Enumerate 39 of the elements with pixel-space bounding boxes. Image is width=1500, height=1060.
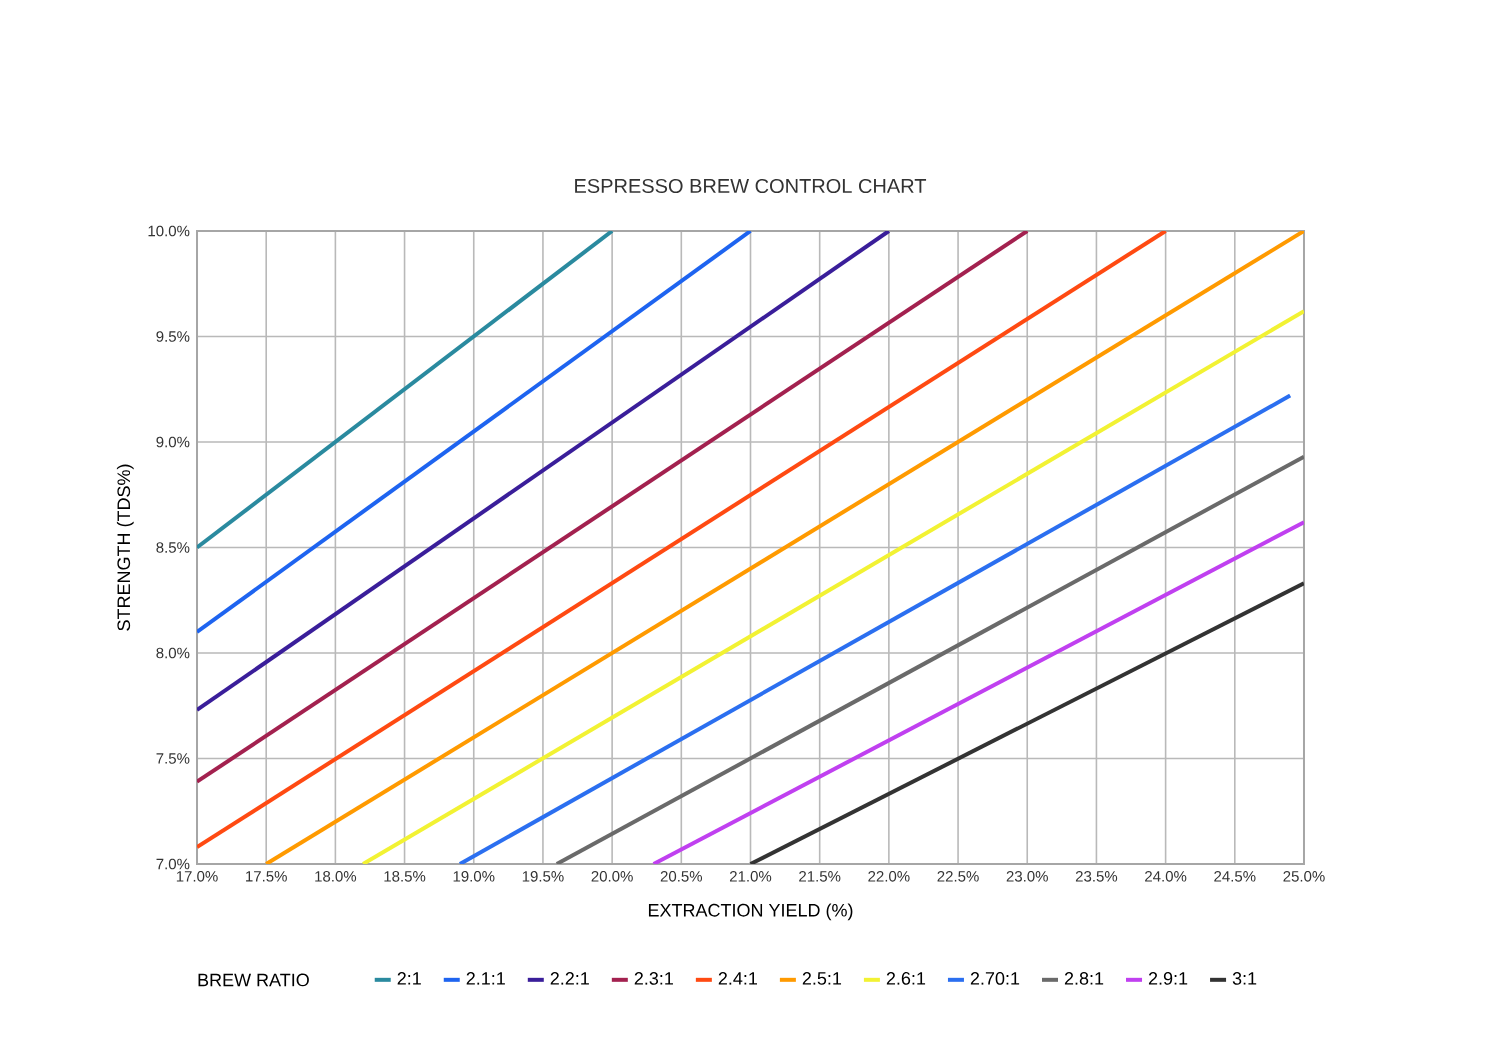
legend-label: 2.1:1 [466,972,505,985]
y-tick-label: 10.0% [148,225,190,237]
legend-label: 2.8:1 [1064,972,1104,985]
x-tick-label: 23.0% [1006,871,1048,882]
x-tick-label: 18.0% [315,871,357,882]
legend-label: 2:1 [397,972,421,985]
y-tick-label: 9.0% [156,436,190,448]
legend-label: 2.6:1 [886,972,926,985]
x-tick-label: 21.0% [729,871,772,882]
x-tick-label: 18.5% [384,871,426,882]
legend-label: 2.2:1 [550,972,589,985]
x-tick-label: 20.5% [660,871,703,882]
x-tick-label: 25.0% [1283,871,1325,882]
x-tick-label: 23.5% [1075,871,1118,882]
legend-label: 2.9:1 [1148,972,1188,985]
x-tick-label: 22.0% [868,871,910,882]
x-tick-label: 17.0% [176,871,218,882]
legend-title: BREW RATIO [198,973,309,987]
x-axis-title: EXTRACTION YIELD (%) [648,903,853,921]
x-tick-label: 21.5% [799,871,841,882]
chart-title: ESPRESSO BREW CONTROL CHART [575,178,927,194]
y-tick-label: 8.0% [156,647,190,659]
legend-label: 2.5:1 [802,972,842,985]
legend-label: 2.4:1 [718,972,757,985]
x-tick-label: 19.0% [453,871,495,882]
y-tick-label: 7.5% [156,753,190,764]
x-tick-label: 17.5% [246,871,287,882]
legend-label: 2.3:1 [634,972,673,985]
y-tick-label: 8.5% [156,542,190,553]
y-axis-title: STRENGTH (TDS%) [116,464,134,631]
legend-label: 2.70:1 [970,972,1020,985]
x-tick-label: 19.5% [522,871,564,882]
x-tick-label: 22.5% [937,871,979,882]
x-tick-label: 20.0% [591,871,633,882]
y-tick-label: 9.5% [156,331,190,342]
x-tick-label: 24.5% [1214,871,1256,882]
x-tick-label: 24.0% [1145,871,1187,882]
y-tick-label: 7.0% [156,858,190,870]
legend-label: 3:1 [1232,972,1257,985]
